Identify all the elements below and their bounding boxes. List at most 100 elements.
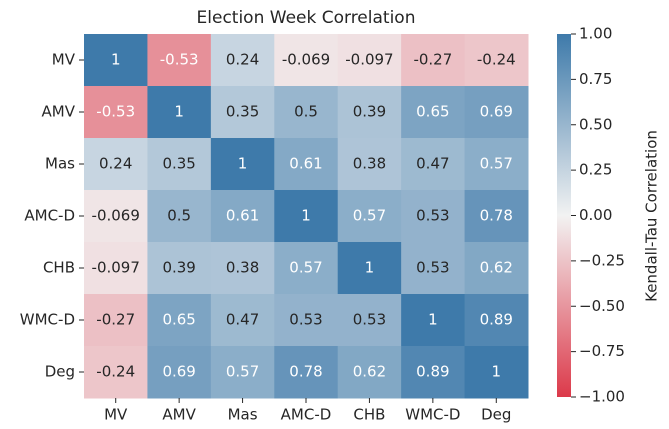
cell-label: 0.39	[162, 259, 195, 277]
cell-label: 1	[492, 363, 502, 381]
cell-label: 0.47	[226, 311, 259, 329]
colorbar-tick-label: 1.00	[579, 25, 612, 43]
y-tick-label: WMC-D	[20, 311, 75, 329]
heatmap-cell	[147, 190, 212, 243]
heatmap-cell	[337, 242, 402, 295]
cell-label: 0.39	[353, 103, 386, 121]
y-tick-label: Deg	[45, 363, 75, 381]
cell-label: 0.89	[480, 311, 513, 329]
cell-label: 0.53	[353, 311, 386, 329]
heatmap-cell	[147, 294, 212, 347]
x-tick-label: Mas	[228, 406, 258, 424]
colorbar-tick-label: −0.25	[579, 251, 625, 269]
cell-label: -0.53	[96, 103, 135, 121]
heatmap-cell	[401, 294, 466, 347]
cell-label: 0.89	[416, 363, 449, 381]
heatmap-cell	[337, 190, 402, 243]
colorbar-tick-label: −1.00	[579, 388, 625, 406]
heatmap-cell	[337, 86, 402, 139]
heatmap-cell	[401, 346, 466, 399]
heatmap-cell	[401, 190, 466, 243]
colorbar-tick-label: 0.25	[579, 161, 612, 179]
heatmap-cell	[84, 86, 148, 139]
heatmap-cell	[464, 138, 529, 191]
colorbar-label: Kendall-Tau Correlation	[643, 130, 661, 302]
colorbar-tick-label: 0.75	[579, 70, 612, 88]
heatmap-cell	[464, 34, 529, 87]
heatmap-cell	[401, 34, 466, 87]
heatmap-cell	[210, 34, 275, 87]
cell-label: 0.65	[162, 311, 195, 329]
heatmap-cell	[84, 190, 148, 243]
cell-label: -0.069	[282, 51, 330, 69]
cell-label: 0.62	[480, 259, 513, 277]
y-tick-label: Mas	[45, 155, 75, 173]
heatmap-cell	[464, 346, 529, 399]
cell-label: 0.38	[353, 155, 386, 173]
cell-label: 0.78	[480, 207, 513, 225]
heatmap-cell	[337, 138, 402, 191]
heatmap-cell	[274, 138, 339, 191]
y-tick-label: AMC-D	[24, 207, 75, 225]
chart-title: Election Week Correlation	[197, 8, 416, 28]
heatmap-cell	[210, 346, 275, 399]
heatmap-cell	[274, 346, 339, 399]
heatmap-cell	[84, 34, 148, 87]
y-tick-label: CHB	[43, 259, 75, 277]
cell-label: 0.62	[353, 363, 386, 381]
cell-label: 0.24	[226, 51, 259, 69]
colorbar-tick-label: 0.50	[579, 115, 612, 133]
cell-label: 1	[365, 259, 375, 277]
x-tick-label: WMC-D	[405, 406, 460, 424]
cell-label: 0.5	[294, 103, 318, 121]
heatmap-cell	[401, 86, 466, 139]
heatmap-cell	[274, 190, 339, 243]
heatmap-cell	[337, 34, 402, 87]
heatmap-cell	[464, 86, 529, 139]
cell-label: -0.27	[413, 51, 452, 69]
colorbar-tick-label: −0.75	[579, 342, 625, 360]
cell-label: 1	[301, 207, 311, 225]
heatmap-cell	[147, 34, 212, 87]
heatmap-cell	[464, 190, 529, 243]
cell-label: 0.35	[226, 103, 259, 121]
cell-label: -0.24	[477, 51, 516, 69]
heatmap-cell	[274, 34, 339, 87]
colorbar	[557, 34, 571, 397]
cell-label: -0.069	[92, 207, 140, 225]
colorbar-tick-label: −0.50	[579, 297, 625, 315]
heatmap-cell	[84, 294, 148, 347]
heatmap-cell	[210, 242, 275, 295]
heatmap-cell	[401, 138, 466, 191]
cell-label: 1	[238, 155, 248, 173]
cell-label: 0.53	[416, 259, 449, 277]
heatmap-cell	[147, 346, 212, 399]
heatmap-cell	[210, 86, 275, 139]
heatmap-cell	[210, 190, 275, 243]
heatmap-cell	[337, 294, 402, 347]
heatmap-cell	[464, 294, 529, 347]
cell-label: 0.5	[167, 207, 191, 225]
cell-label: 0.57	[226, 363, 259, 381]
x-tick-label: Deg	[481, 406, 511, 424]
cell-label: 0.57	[353, 207, 386, 225]
heatmap-cell	[274, 242, 339, 295]
cell-label: 0.65	[416, 103, 449, 121]
heatmap-cell	[84, 346, 148, 399]
cell-label: 0.24	[99, 155, 132, 173]
x-tick-label: MV	[104, 406, 128, 424]
colorbar-tick-label: 0.00	[579, 206, 612, 224]
cell-label: 0.35	[162, 155, 195, 173]
cell-label: 0.61	[289, 155, 322, 173]
cell-label: 0.47	[416, 155, 449, 173]
cell-label: -0.27	[96, 311, 135, 329]
heatmap-cell	[210, 138, 275, 191]
cell-label: 0.57	[480, 155, 513, 173]
x-tick-label: CHB	[353, 406, 385, 424]
x-tick-label: AMC-D	[281, 406, 332, 424]
cell-label: 1	[111, 51, 121, 69]
x-tick-label: AMV	[162, 406, 196, 424]
heatmap-cell	[147, 86, 212, 139]
y-tick-label: MV	[52, 51, 76, 69]
heatmap-cell	[401, 242, 466, 295]
